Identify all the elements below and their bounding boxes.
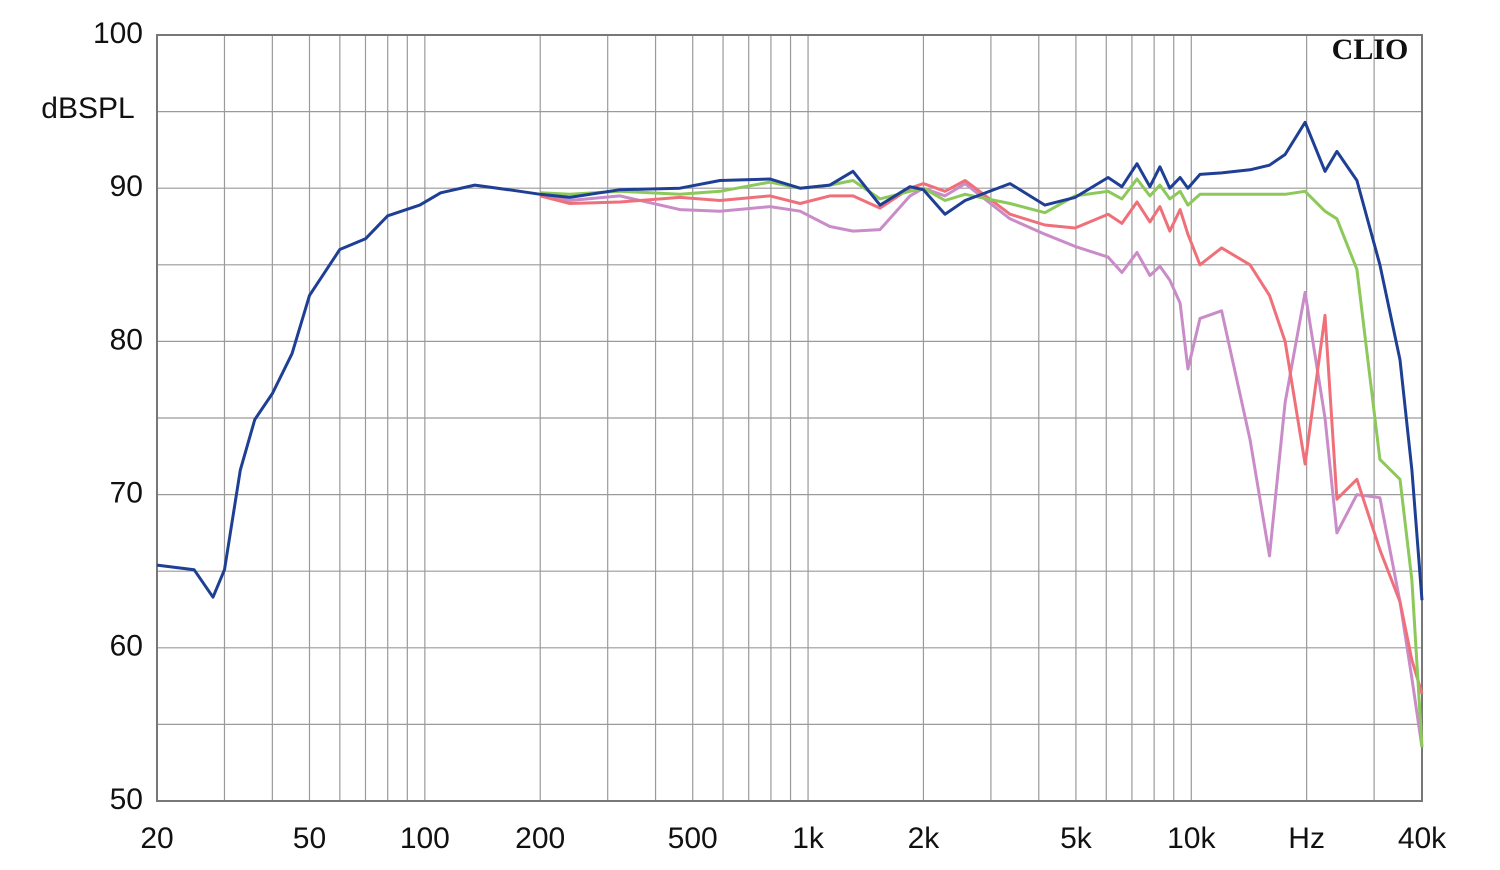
plot-frame — [156, 34, 1423, 802]
x-tick-label: 10k — [1167, 822, 1216, 855]
y-tick-label: 60 — [110, 630, 143, 663]
x-tick-label: 5k — [1060, 822, 1093, 855]
x-tick-label: 1k — [792, 822, 825, 855]
x-tick-label: 20 — [140, 822, 173, 855]
series-line — [539, 182, 1424, 748]
series-line — [156, 120, 1424, 601]
x-tick-label: 40k — [1398, 822, 1447, 855]
y-tick-label: 50 — [110, 783, 143, 816]
series-line — [539, 179, 1424, 695]
y-tick-label: 70 — [110, 477, 143, 510]
y-axis-label: dBSPL — [41, 92, 134, 125]
x-tick-label: 100 — [400, 822, 450, 855]
y-tick-label: 80 — [110, 323, 143, 356]
y-tick-label: 90 — [110, 170, 143, 203]
annotation: CLIO — [1332, 33, 1409, 66]
x-tick-label: Hz — [1288, 822, 1325, 855]
x-tick-label: 500 — [668, 822, 718, 855]
x-tick-label: 200 — [515, 822, 565, 855]
y-tick-label: 100 — [93, 17, 143, 50]
x-tick-label: 50 — [293, 822, 326, 855]
x-tick-label: 2k — [908, 822, 941, 855]
